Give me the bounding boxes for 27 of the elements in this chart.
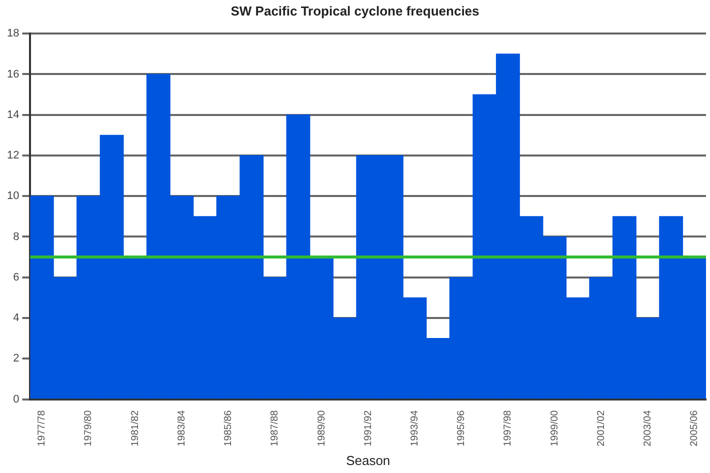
y-tick-label: 16 bbox=[6, 68, 20, 80]
chart-title: SW Pacific Tropical cyclone frequencies bbox=[230, 3, 480, 18]
x-tick-label: 1999/00 bbox=[549, 410, 560, 446]
y-tick-label: 8 bbox=[13, 230, 20, 243]
y-tick-label: 4 bbox=[13, 312, 20, 324]
x-tick-label: 1985/86 bbox=[223, 410, 234, 446]
x-tick-label: 1981/82 bbox=[130, 410, 141, 446]
y-tick-label: 12 bbox=[6, 150, 20, 162]
x-tick-label: 2001/02 bbox=[596, 410, 607, 446]
x-tick-label: 1989/90 bbox=[316, 410, 328, 446]
y-tick-label: 18 bbox=[6, 28, 20, 40]
x-tick-label: 2003/04 bbox=[642, 410, 654, 446]
x-tick-label: 1977/78 bbox=[36, 410, 48, 446]
x-tick-label: 1979/80 bbox=[83, 410, 94, 446]
y-tick-label: 6 bbox=[13, 271, 20, 284]
x-tick-label: 2005/06 bbox=[689, 410, 700, 446]
y-tick-label: 14 bbox=[6, 108, 20, 121]
x-tick-label: 1993/94 bbox=[409, 410, 420, 446]
x-tick-label: 1995/96 bbox=[456, 410, 468, 446]
y-tick-label: 10 bbox=[6, 190, 20, 202]
x-tick-label: 1991/92 bbox=[362, 410, 374, 446]
y-tick-label: 0 bbox=[13, 393, 20, 406]
x-tick-label: 1997/98 bbox=[502, 410, 514, 446]
x-tick-label: 1987/88 bbox=[270, 410, 281, 446]
x-tick-label: 1983/84 bbox=[176, 410, 188, 446]
x-axis-title: Season bbox=[346, 452, 390, 468]
y-tick-label: 2 bbox=[13, 352, 20, 365]
